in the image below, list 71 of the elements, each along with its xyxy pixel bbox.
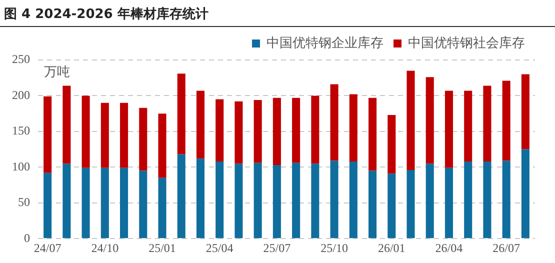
bar: [158, 178, 166, 238]
x-tick-label: 25/07: [263, 240, 291, 255]
bar: [311, 96, 320, 164]
bar: [521, 74, 530, 150]
bar: [216, 161, 224, 238]
bar: [464, 161, 472, 238]
bar: [272, 165, 281, 238]
bar: [483, 86, 492, 162]
bar: [292, 98, 300, 163]
y-tick-label: 150: [12, 124, 30, 138]
bar: [502, 80, 510, 161]
bar: [62, 164, 71, 238]
bar: [177, 154, 186, 238]
bar: [368, 98, 377, 171]
bar: [272, 98, 281, 166]
bar: [426, 164, 434, 238]
x-tick-label: 25/04: [206, 240, 234, 255]
bar: [139, 170, 148, 238]
y-tick-label: 0: [24, 230, 30, 245]
bar: [120, 102, 128, 168]
chart-title: 图 4 2024-2026 年棒材库存统计: [0, 0, 555, 27]
y-tick-label: 100: [12, 159, 30, 174]
x-tick-label: 26/04: [435, 240, 463, 255]
bar: [44, 96, 52, 173]
bar: [82, 96, 90, 168]
x-tick-label: 25/10: [320, 240, 348, 255]
x-tick-label: 24/10: [91, 240, 119, 255]
bar: [216, 99, 224, 162]
bar: [368, 170, 377, 238]
bar: [177, 74, 186, 154]
bar: [254, 100, 262, 163]
bar: [444, 90, 453, 168]
legend-label: 中国优特钢社会库存: [408, 36, 525, 51]
bar: [349, 161, 358, 238]
x-tick-label: 24/07: [34, 240, 62, 255]
bar: [292, 162, 300, 238]
bar: [234, 101, 243, 164]
bar: [330, 160, 338, 238]
bar: [100, 102, 109, 168]
bar: [388, 174, 396, 238]
y-tick-label: 250: [12, 52, 30, 66]
y-axis-title: 万吨: [44, 64, 70, 80]
y-tick-label: 200: [12, 88, 30, 102]
bar: [62, 86, 71, 164]
x-tick-label: 26/07: [492, 240, 520, 255]
bar: [406, 170, 415, 238]
bar: [502, 160, 510, 238]
bar: [158, 114, 166, 178]
x-tick-label: 25/01: [148, 240, 176, 255]
bar: [406, 70, 415, 170]
bar: [139, 108, 148, 171]
bar: [120, 168, 128, 238]
bar: [311, 164, 320, 238]
bar: [464, 90, 472, 162]
legend-label: 中国优特钢企业库存: [266, 36, 384, 51]
bar: [330, 84, 338, 161]
bar: [388, 115, 396, 174]
bar: [82, 168, 90, 238]
bar: [100, 168, 109, 238]
bar: [426, 77, 434, 164]
bar: [254, 162, 262, 238]
bar: [44, 172, 52, 238]
bar: [196, 158, 204, 238]
bar: [196, 90, 204, 159]
bar: [444, 168, 453, 238]
bar: [234, 164, 243, 238]
bar: [483, 161, 492, 238]
x-tick-label: 26/01: [378, 240, 406, 255]
bar: [521, 149, 530, 238]
bar: [349, 94, 358, 162]
y-tick-label: 50: [18, 195, 30, 210]
